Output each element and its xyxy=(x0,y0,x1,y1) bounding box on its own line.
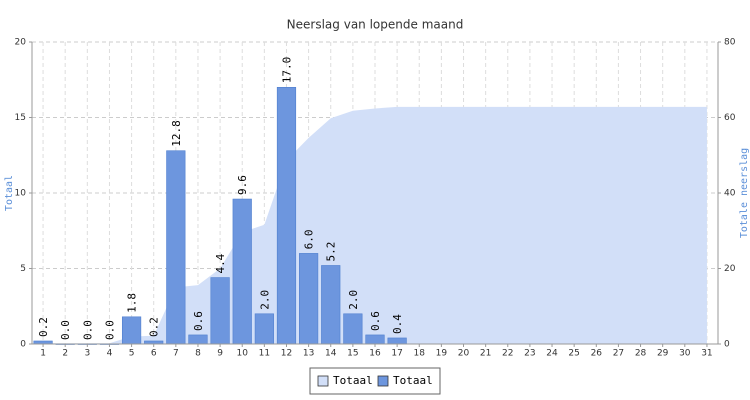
x-tick-label: 7 xyxy=(173,349,179,359)
value-label: 0.4 xyxy=(391,314,404,334)
bar xyxy=(210,277,230,345)
legend-swatch xyxy=(377,375,389,387)
y-tick-label: 5 xyxy=(20,264,26,274)
bar xyxy=(387,337,407,345)
value-label: 0.0 xyxy=(59,320,72,340)
x-tick-label: 12 xyxy=(281,349,292,359)
x-tick-label: 20 xyxy=(458,349,470,359)
x-tick-label: 30 xyxy=(679,349,691,359)
value-label: 1.8 xyxy=(126,293,139,313)
x-tick-label: 17 xyxy=(391,349,402,359)
y2-tick-label: 40 xyxy=(724,189,736,199)
bar xyxy=(299,253,319,345)
x-tick-label: 14 xyxy=(325,349,337,359)
legend-label: Totaal xyxy=(333,374,373,387)
x-tick-label: 8 xyxy=(195,349,201,359)
x-tick-label: 26 xyxy=(591,349,603,359)
x-tick-label: 2 xyxy=(62,349,68,359)
value-label: 2.0 xyxy=(347,290,360,310)
value-label: 0.6 xyxy=(369,311,382,331)
legend-swatch xyxy=(317,375,329,387)
y-tick-label: 20 xyxy=(15,38,27,48)
x-tick-label: 11 xyxy=(259,349,270,359)
value-label: 2.0 xyxy=(258,290,271,310)
x-tick-label: 29 xyxy=(657,349,669,359)
x-tick-label: 25 xyxy=(568,349,579,359)
y-tick-label: 0 xyxy=(20,340,26,350)
legend: Totaal Totaal xyxy=(309,367,441,395)
x-tick-label: 21 xyxy=(480,349,491,359)
value-label: 0.0 xyxy=(103,320,116,340)
y2-tick-label: 20 xyxy=(724,264,736,274)
bar xyxy=(276,87,297,345)
bar xyxy=(365,334,385,345)
value-label: 0.2 xyxy=(37,317,50,337)
bar xyxy=(232,198,252,345)
y-tick-label: 15 xyxy=(15,113,26,123)
bar xyxy=(188,334,208,345)
value-label: 0.0 xyxy=(81,320,94,340)
y2-tick-label: 80 xyxy=(724,38,736,48)
y-axis-label: Totaal xyxy=(4,175,15,211)
x-tick-label: 28 xyxy=(635,349,647,359)
x-tick-label: 10 xyxy=(236,349,248,359)
x-tick-label: 9 xyxy=(217,349,223,359)
x-tick-label: 13 xyxy=(303,349,314,359)
bar xyxy=(321,265,341,345)
chart-title: Neerslag van lopende maand xyxy=(287,18,464,32)
y-tick-label: 10 xyxy=(15,189,27,199)
x-tick-label: 24 xyxy=(546,349,558,359)
x-tick-label: 4 xyxy=(107,349,113,359)
y2-tick-label: 60 xyxy=(724,113,736,123)
value-label: 5.2 xyxy=(325,242,338,262)
bar xyxy=(254,313,274,345)
bar xyxy=(121,316,142,345)
bar xyxy=(343,313,363,345)
area xyxy=(43,106,707,345)
y2-tick-label: 0 xyxy=(724,340,730,350)
x-tick-label: 23 xyxy=(524,349,535,359)
y2-axis-label: Totale neerslag xyxy=(739,148,750,238)
x-tick-label: 6 xyxy=(151,349,157,359)
x-tick-label: 3 xyxy=(84,349,90,359)
value-label: 6.0 xyxy=(303,230,316,250)
x-tick-label: 1 xyxy=(40,349,46,359)
x-tick-label: 27 xyxy=(613,349,624,359)
x-tick-label: 18 xyxy=(414,349,426,359)
x-tick-label: 5 xyxy=(129,349,135,359)
x-tick-label: 19 xyxy=(436,349,448,359)
x-tick-label: 22 xyxy=(502,349,513,359)
legend-box xyxy=(309,367,441,395)
legend-label: Totaal xyxy=(393,374,433,387)
x-tick-label: 15 xyxy=(347,349,358,359)
value-label: 17.0 xyxy=(280,57,293,84)
value-label: 4.4 xyxy=(214,253,227,273)
bar xyxy=(166,150,186,345)
value-label: 9.6 xyxy=(236,175,249,195)
x-tick-label: 16 xyxy=(369,349,381,359)
value-label: 12.8 xyxy=(170,120,183,147)
value-label: 0.2 xyxy=(148,317,161,337)
value-label: 0.6 xyxy=(192,311,205,331)
x-tick-label: 31 xyxy=(701,349,712,359)
